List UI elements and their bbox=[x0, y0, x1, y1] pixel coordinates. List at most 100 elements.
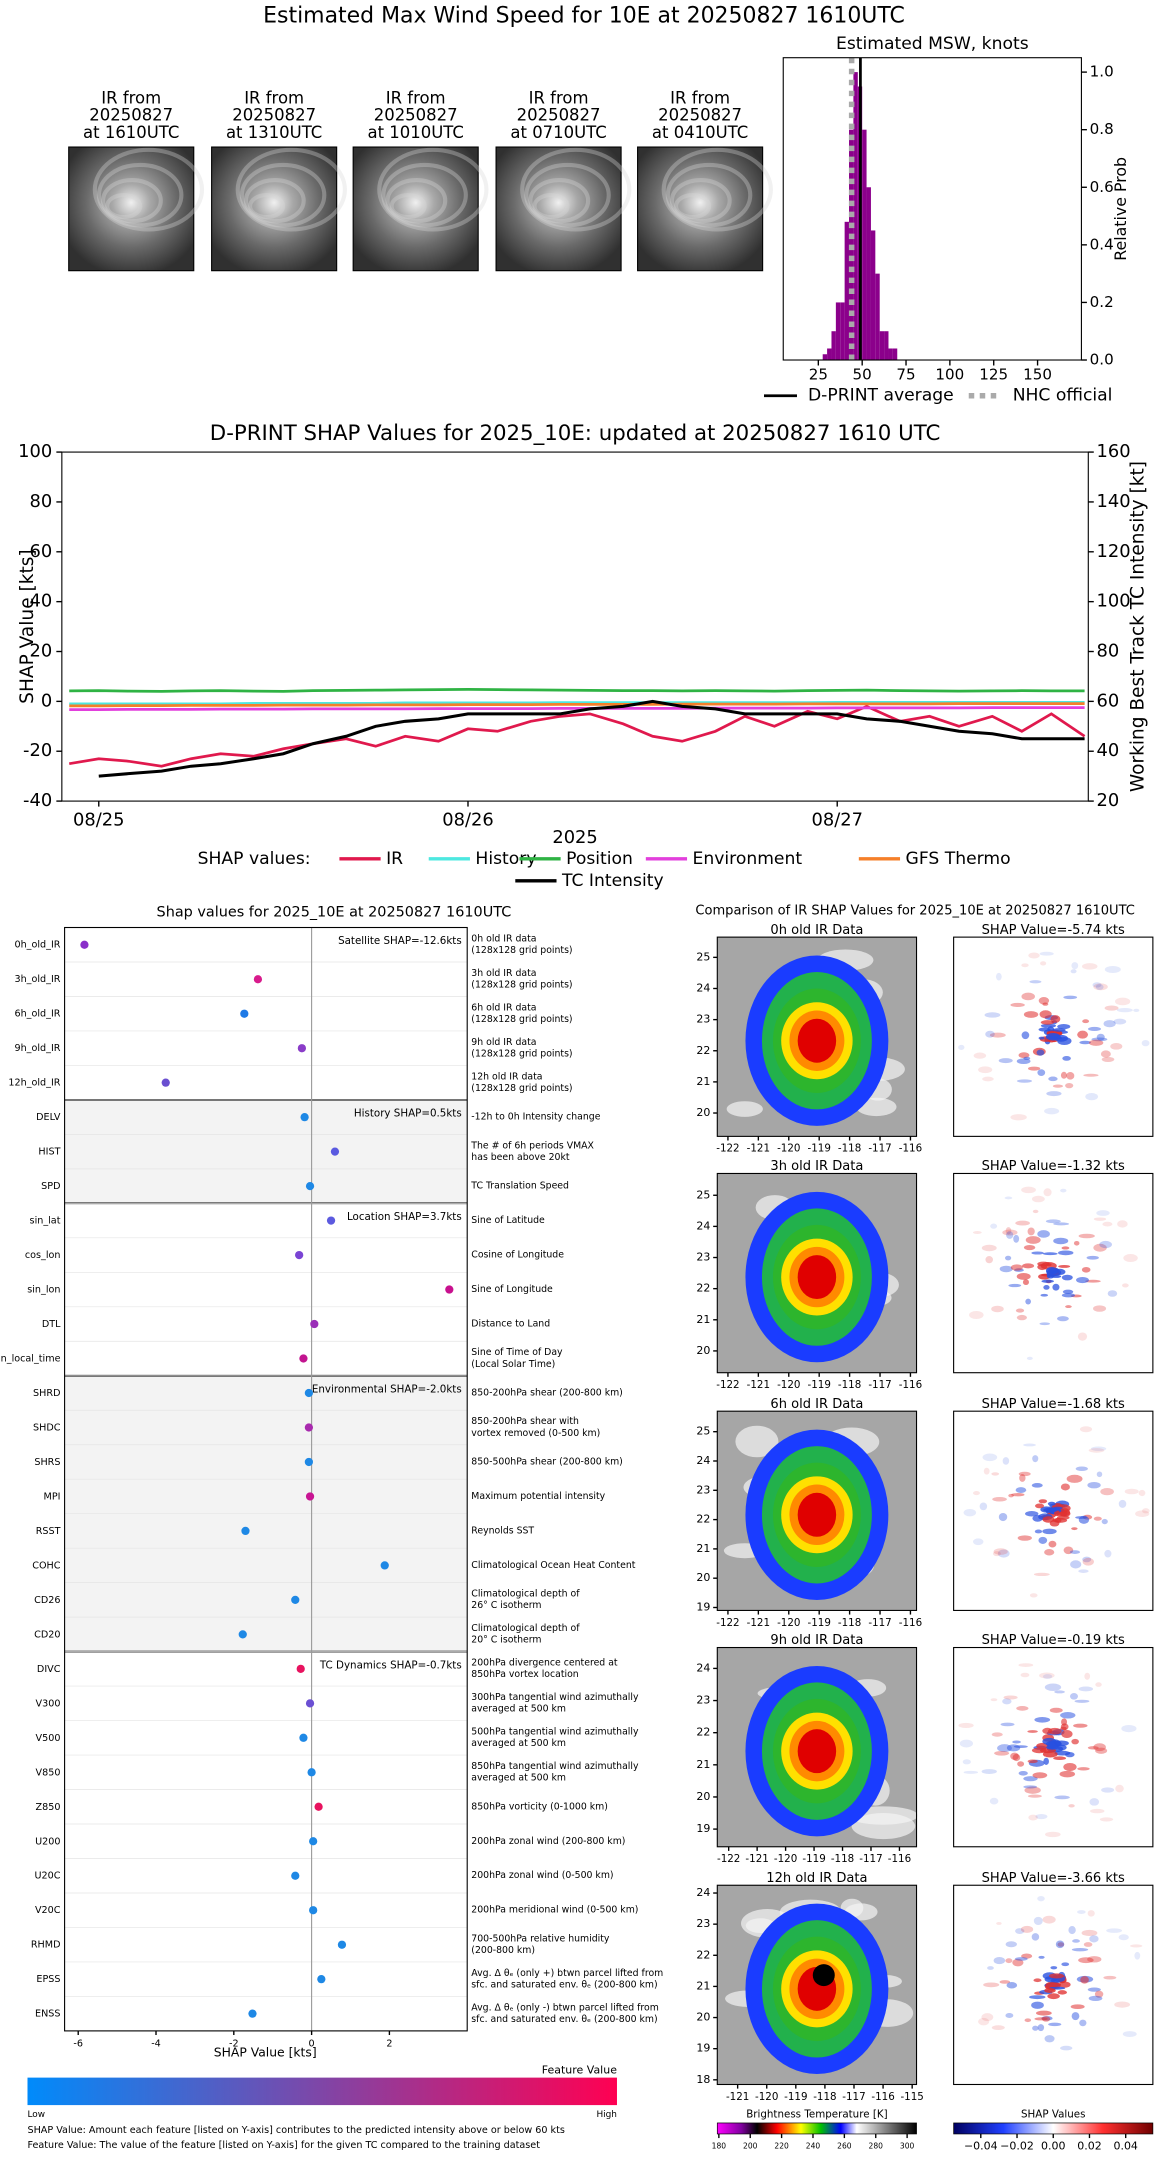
shap-blob bbox=[1057, 1990, 1068, 1995]
shap-blob bbox=[1047, 1993, 1060, 2000]
shap-blob bbox=[1054, 1034, 1068, 1042]
shap-blob bbox=[1071, 1947, 1089, 1952]
shap-blob bbox=[1070, 2004, 1085, 2010]
x-tick-label: -116 bbox=[899, 1617, 922, 1629]
shap-blob bbox=[1040, 961, 1047, 966]
ir-panel-title: 6h old IR Data bbox=[770, 1397, 863, 1412]
feature-name: 3h_old_IR bbox=[14, 974, 60, 985]
x-tick-label: -117 bbox=[868, 1617, 891, 1629]
y-tick-label: 21 bbox=[696, 1542, 710, 1555]
footnote: SHAP Value: Amount each feature [listed … bbox=[27, 2125, 564, 2136]
feature-description: 850-200hPa shear with bbox=[471, 1416, 579, 1427]
x-tick-label: 25 bbox=[809, 366, 828, 384]
feature-description: averaged at 500 km bbox=[471, 1738, 566, 1749]
shap-blob bbox=[1068, 1926, 1076, 1935]
shap-blob bbox=[1048, 1076, 1058, 1082]
shap-blob bbox=[1015, 1220, 1030, 1226]
shap-blob bbox=[981, 2013, 994, 2022]
shap-blob bbox=[1061, 1962, 1070, 1967]
bar bbox=[866, 187, 871, 361]
feature-description: Sine of Longitude bbox=[471, 1284, 553, 1295]
ir-panel-title: 12h old IR Data bbox=[766, 1871, 867, 1886]
feature-name: SHRD bbox=[33, 1388, 60, 1399]
colorbar-tick-label: 200 bbox=[743, 2141, 758, 2150]
shap-blob bbox=[1021, 1186, 1036, 1194]
shap-blob bbox=[1042, 1528, 1057, 1535]
shap-point bbox=[238, 1630, 247, 1639]
shap-point bbox=[299, 1733, 308, 1742]
shap-blob bbox=[1116, 1008, 1133, 1013]
cloud-streak bbox=[726, 1101, 763, 1117]
bar bbox=[875, 273, 880, 361]
feature-description: (128x128 grid points) bbox=[471, 980, 572, 991]
shap-blob bbox=[1071, 962, 1079, 970]
shap-blob bbox=[1034, 1529, 1043, 1534]
shap-blob bbox=[1045, 1219, 1061, 1224]
shap-blob bbox=[1099, 1817, 1114, 1822]
cloud-band bbox=[381, 162, 468, 228]
x-tick-label: -121 bbox=[747, 1143, 770, 1155]
shap-blob bbox=[1016, 1273, 1031, 1280]
shap-blob bbox=[1046, 1091, 1062, 1097]
axes-frame bbox=[716, 1646, 918, 1848]
shap-blob bbox=[1062, 1289, 1074, 1294]
feature-name: 12h_old_IR bbox=[8, 1078, 60, 1089]
x-tick-label: 75 bbox=[896, 366, 915, 384]
shap-point bbox=[310, 1319, 319, 1329]
cloud-band bbox=[389, 193, 427, 220]
shap-blob bbox=[999, 1980, 1011, 1984]
feature-name: 6h_old_IR bbox=[14, 1009, 60, 1020]
y2-axis-label: Working Best Track TC Intensity [kt] bbox=[1127, 461, 1148, 792]
y-tick-label: 24 bbox=[696, 1886, 710, 1899]
shap-blob bbox=[1065, 1305, 1072, 1309]
colorbar bbox=[716, 2122, 917, 2135]
shap-blob bbox=[979, 1502, 988, 1511]
shap-blob bbox=[1122, 2031, 1137, 2037]
shap-blob bbox=[1068, 1804, 1075, 1808]
bar bbox=[888, 348, 893, 361]
cloud-band bbox=[665, 162, 753, 228]
y-tick-label: 0 bbox=[41, 690, 52, 711]
x-tick-label: -2 bbox=[229, 2038, 239, 2049]
shap-blob bbox=[1024, 1786, 1041, 1794]
feature-description: 200hPa zonal wind (200-800 km) bbox=[471, 1836, 625, 1847]
series-line bbox=[69, 700, 1085, 706]
shap-blob bbox=[999, 1265, 1013, 1273]
feature-name: CD26 bbox=[34, 1595, 60, 1606]
shap-blob bbox=[1088, 1039, 1104, 1046]
shap-blob bbox=[1018, 1471, 1031, 1477]
shap-blob bbox=[1038, 1955, 1045, 1959]
x-tick-label: -121 bbox=[747, 1379, 770, 1391]
feature-description: 200hPa meridional wind (0-500 km) bbox=[471, 1905, 638, 1916]
shap-blob bbox=[1135, 1510, 1150, 1518]
ir-cloud bbox=[797, 1492, 837, 1537]
cloud-band bbox=[248, 193, 286, 220]
feature-description: Climatological Ocean Heat Content bbox=[471, 1560, 635, 1571]
shap-blob bbox=[1077, 1910, 1086, 1914]
shap-blob bbox=[1015, 1308, 1025, 1313]
x-tick-label: -121 bbox=[747, 1617, 770, 1629]
y-tick-label: 22 bbox=[696, 1948, 710, 1961]
ir-panel-title: 9h old IR Data bbox=[770, 1633, 863, 1648]
shap-blob bbox=[1088, 1995, 1103, 2001]
shap-blob bbox=[1032, 1209, 1039, 1214]
shap-blob bbox=[1033, 1978, 1042, 1983]
feature-name: COHC bbox=[32, 1560, 60, 1571]
shap-blob bbox=[1055, 1940, 1065, 1949]
shap-blob bbox=[1013, 1234, 1020, 1243]
shap-blob bbox=[1083, 1942, 1093, 1947]
shap-blob bbox=[1057, 1744, 1067, 1751]
colorbar bbox=[953, 2122, 1154, 2135]
shap-blob bbox=[1053, 1237, 1069, 1245]
feature-description: 20° C isotherm bbox=[471, 1635, 541, 1646]
shap-point bbox=[380, 1561, 389, 1570]
shap-point bbox=[248, 2009, 257, 2018]
y-tick-label: 20 bbox=[696, 1790, 710, 1803]
feature-description: 200hPa zonal wind (0-500 km) bbox=[471, 1870, 613, 1881]
shap-blob bbox=[969, 1310, 984, 1320]
shap-blob bbox=[1018, 1052, 1030, 1059]
axes-frame bbox=[953, 1884, 1154, 2086]
x-tick-label: 50 bbox=[853, 366, 872, 384]
thumbnail-label: 20250827 bbox=[374, 106, 458, 125]
x-tick-label: 08/27 bbox=[811, 809, 862, 830]
